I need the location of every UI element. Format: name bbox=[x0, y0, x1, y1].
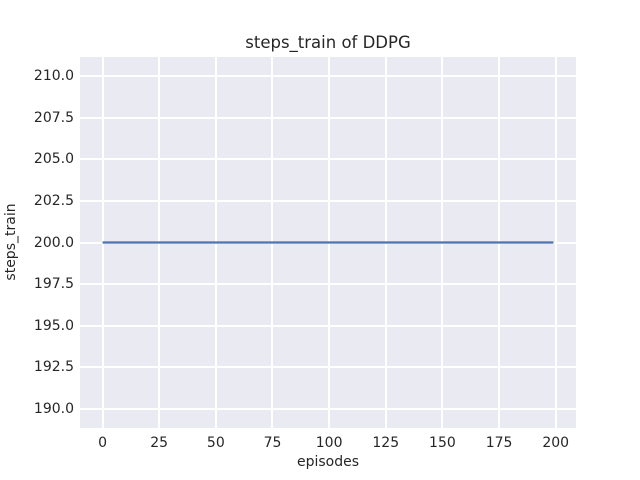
x-axis-label: episodes bbox=[296, 454, 360, 470]
y-tick-label: 192.5 bbox=[33, 359, 74, 376]
y-gridline bbox=[80, 366, 576, 369]
x-tick-label: 100 bbox=[315, 435, 343, 451]
y-gridline bbox=[80, 199, 576, 202]
y-tick-label: 190.0 bbox=[33, 400, 74, 417]
y-tick-label: 207.5 bbox=[33, 109, 74, 126]
x-tick-label: 150 bbox=[429, 435, 456, 451]
x-tick-label: 175 bbox=[485, 435, 513, 451]
y-gridline bbox=[80, 407, 576, 410]
y-gridline bbox=[80, 283, 576, 286]
chart-title: steps_train of DDPG bbox=[245, 33, 411, 52]
x-tick-label: 0 bbox=[98, 435, 107, 451]
plot-area bbox=[80, 57, 576, 428]
y-tick-label: 210.0 bbox=[33, 68, 74, 85]
x-tick-label: 125 bbox=[372, 435, 400, 451]
y-tick-label: 197.5 bbox=[33, 276, 74, 293]
y-gridline bbox=[80, 116, 576, 119]
data-series-layer bbox=[102, 241, 554, 244]
y-tick-label: 200.0 bbox=[33, 234, 74, 251]
x-tick-label: 50 bbox=[206, 435, 225, 451]
y-gridline bbox=[80, 324, 576, 327]
y-gridline bbox=[80, 75, 576, 78]
x-tick-label: 25 bbox=[150, 435, 169, 451]
y-tick-label: 195.0 bbox=[33, 317, 74, 334]
x-tick-label: 75 bbox=[263, 435, 282, 451]
y-gridline bbox=[80, 158, 576, 161]
y-tick-label: 205.0 bbox=[33, 151, 74, 168]
x-tick-label: 200 bbox=[542, 435, 570, 451]
y-tick-label: 202.5 bbox=[33, 192, 74, 209]
